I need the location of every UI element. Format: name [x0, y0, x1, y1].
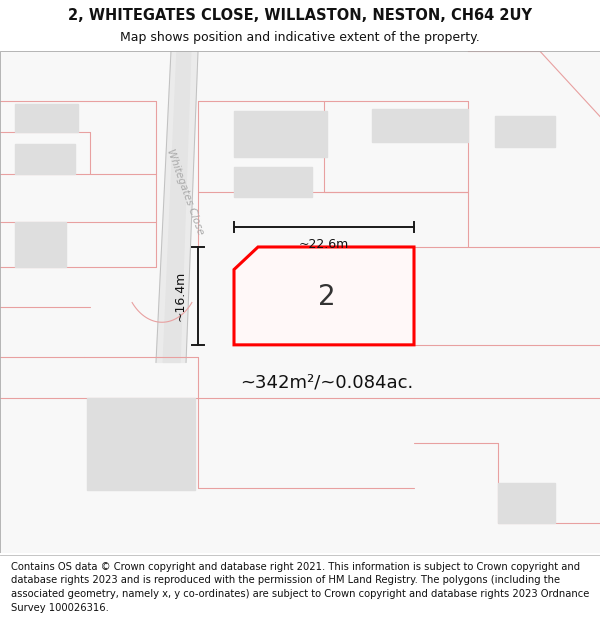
Bar	[15, 104, 78, 131]
Bar	[249, 262, 378, 325]
Polygon shape	[156, 51, 198, 362]
Bar	[234, 111, 327, 157]
Text: Map shows position and indicative extent of the property.: Map shows position and indicative extent…	[120, 31, 480, 44]
Text: 2, WHITEGATES CLOSE, WILLASTON, NESTON, CH64 2UY: 2, WHITEGATES CLOSE, WILLASTON, NESTON, …	[68, 8, 532, 23]
Bar	[15, 222, 66, 267]
Text: 2: 2	[318, 283, 336, 311]
Bar	[15, 144, 75, 174]
Bar	[498, 483, 555, 523]
Text: ~16.4m: ~16.4m	[173, 271, 187, 321]
Polygon shape	[234, 247, 414, 345]
Bar	[495, 116, 555, 147]
Text: Whitegates Close: Whitegates Close	[164, 148, 205, 236]
Bar	[372, 109, 468, 142]
Polygon shape	[163, 51, 191, 362]
Text: ~22.6m: ~22.6m	[299, 238, 349, 251]
Text: Contains OS data © Crown copyright and database right 2021. This information is : Contains OS data © Crown copyright and d…	[11, 562, 589, 612]
Text: ~342m²/~0.084ac.: ~342m²/~0.084ac.	[241, 374, 413, 391]
Bar	[87, 398, 195, 491]
Bar	[234, 167, 312, 197]
